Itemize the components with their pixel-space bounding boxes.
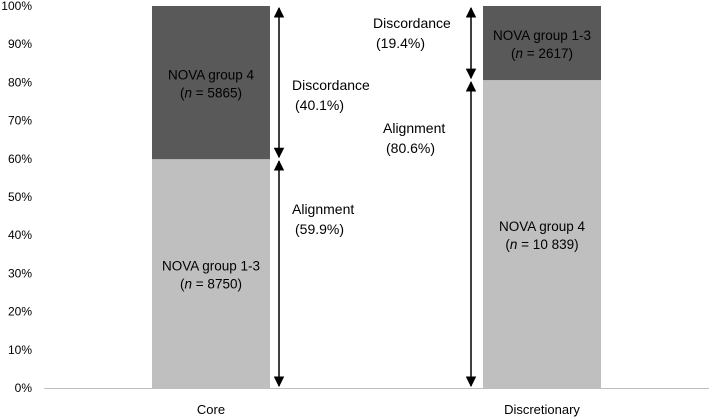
y-tick-label: 80% bbox=[8, 75, 32, 89]
x-category-label: Discretionary bbox=[504, 402, 580, 417]
annotation-name: Alignment bbox=[292, 201, 354, 217]
annotation-percent: (59.9%) bbox=[295, 221, 344, 237]
segment-label: NOVA group 4 bbox=[168, 68, 255, 83]
y-tick-label: 100% bbox=[1, 0, 32, 13]
y-tick-label: 40% bbox=[8, 228, 32, 242]
y-tick-label: 30% bbox=[8, 266, 32, 280]
segment-label: NOVA group 1-3 bbox=[162, 259, 260, 274]
bar-segment bbox=[483, 80, 601, 388]
annotation-percent: (40.1%) bbox=[295, 97, 344, 113]
bar-segment bbox=[152, 6, 270, 160]
annotation-name: Discordance bbox=[373, 15, 451, 31]
x-category-label: Core bbox=[197, 402, 225, 417]
segment-count-label: (n = 10 839) bbox=[505, 237, 578, 252]
segment-label: NOVA group 4 bbox=[499, 219, 586, 234]
y-tick-label: 50% bbox=[8, 190, 32, 204]
y-tick-label: 20% bbox=[8, 305, 32, 319]
y-tick-label: 0% bbox=[15, 381, 33, 395]
bar-segment bbox=[152, 159, 270, 388]
segment-count-label: (n = 5865) bbox=[180, 86, 242, 101]
annotation-name: Alignment bbox=[383, 120, 445, 136]
annotation-name: Discordance bbox=[292, 77, 370, 93]
y-tick-label: 60% bbox=[8, 152, 32, 166]
y-tick-label: 90% bbox=[8, 37, 32, 51]
annotation-percent: (19.4%) bbox=[376, 35, 425, 51]
y-tick-label: 10% bbox=[8, 343, 32, 357]
segment-count-label: (n = 2617) bbox=[511, 46, 573, 61]
y-tick-label: 70% bbox=[8, 114, 32, 128]
bar-segment bbox=[483, 6, 601, 81]
segment-count-label: (n = 8750) bbox=[180, 277, 242, 292]
annotation-percent: (80.6%) bbox=[386, 140, 435, 156]
segment-label: NOVA group 1-3 bbox=[493, 28, 591, 43]
